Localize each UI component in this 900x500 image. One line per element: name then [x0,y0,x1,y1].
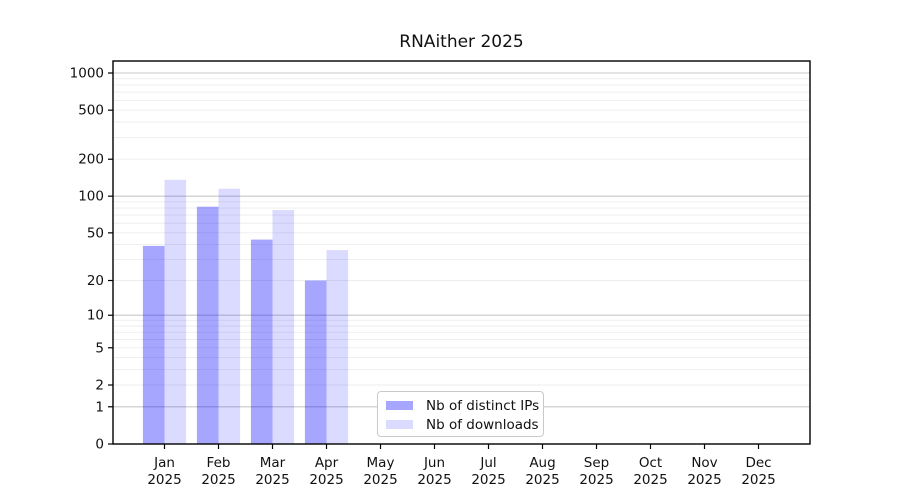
legend-swatch-distinct-ips [386,401,413,410]
x-tick-year-sep: 2025 [579,472,613,488]
x-tick-year-feb: 2025 [201,472,235,488]
x-tick-label-dec: Dec [745,455,771,471]
x-tick-label-feb: Feb [207,455,231,471]
x-tick-year-apr: 2025 [309,472,343,488]
y-tick-label-500: 500 [78,103,104,119]
x-tick-label-nov: Nov [691,455,717,471]
x-tick-year-jun: 2025 [417,472,451,488]
bar-apr-distinct-ips [304,280,327,444]
x-tick-year-dec: 2025 [741,472,775,488]
y-tick-label-50: 50 [87,225,104,241]
plot-frame [112,60,811,445]
y-tick-label-1: 1 [95,399,104,415]
y-tick-label-1000: 1000 [70,66,104,82]
y-tick-label-5: 5 [95,340,104,356]
legend-label-distinct-ips: Nb of distinct IPs [426,397,540,414]
y-tick-label-20: 20 [87,273,104,289]
x-tick-label-may: May [367,455,395,471]
x-tick-year-oct: 2025 [633,472,667,488]
bar-feb-downloads [218,188,241,444]
x-tick-label-mar: Mar [260,455,286,471]
x-tick-year-aug: 2025 [525,472,559,488]
legend-label-downloads: Nb of downloads [426,416,539,433]
y-tick-label-0: 0 [95,437,104,453]
x-tick-label-aug: Aug [529,455,555,471]
x-tick-year-may: 2025 [363,472,397,488]
chart-title: RNAither 2025 [399,32,524,52]
bar-mar-distinct-ips [250,239,273,444]
legend-item-downloads: Nb of downloads [386,415,543,434]
legend-swatch-downloads [386,420,413,429]
x-tick-year-nov: 2025 [687,472,721,488]
x-tick-label-apr: Apr [315,455,339,471]
x-tick-year-jan: 2025 [147,472,181,488]
y-tick-label-10: 10 [87,308,104,324]
y-tick-label-2: 2 [95,378,104,394]
legend-item-distinct-ips: Nb of distinct IPs [386,396,543,415]
bar-feb-distinct-ips [196,206,219,444]
y-tick-label-200: 200 [78,152,104,168]
bar-apr-downloads [326,250,349,444]
x-tick-label-jan: Jan [153,455,175,471]
bar-jan-downloads [164,179,187,444]
x-tick-year-jul: 2025 [471,472,505,488]
bar-mar-downloads [272,210,295,444]
x-tick-label-oct: Oct [639,455,662,471]
x-tick-label-sep: Sep [584,455,609,471]
y-tick-label-100: 100 [78,189,104,205]
bar-jan-distinct-ips [142,245,165,444]
x-tick-label-jun: Jun [423,455,445,471]
x-tick-label-jul: Jul [479,455,496,471]
x-tick-year-mar: 2025 [255,472,289,488]
legend: Nb of distinct IPs Nb of downloads [377,391,544,437]
